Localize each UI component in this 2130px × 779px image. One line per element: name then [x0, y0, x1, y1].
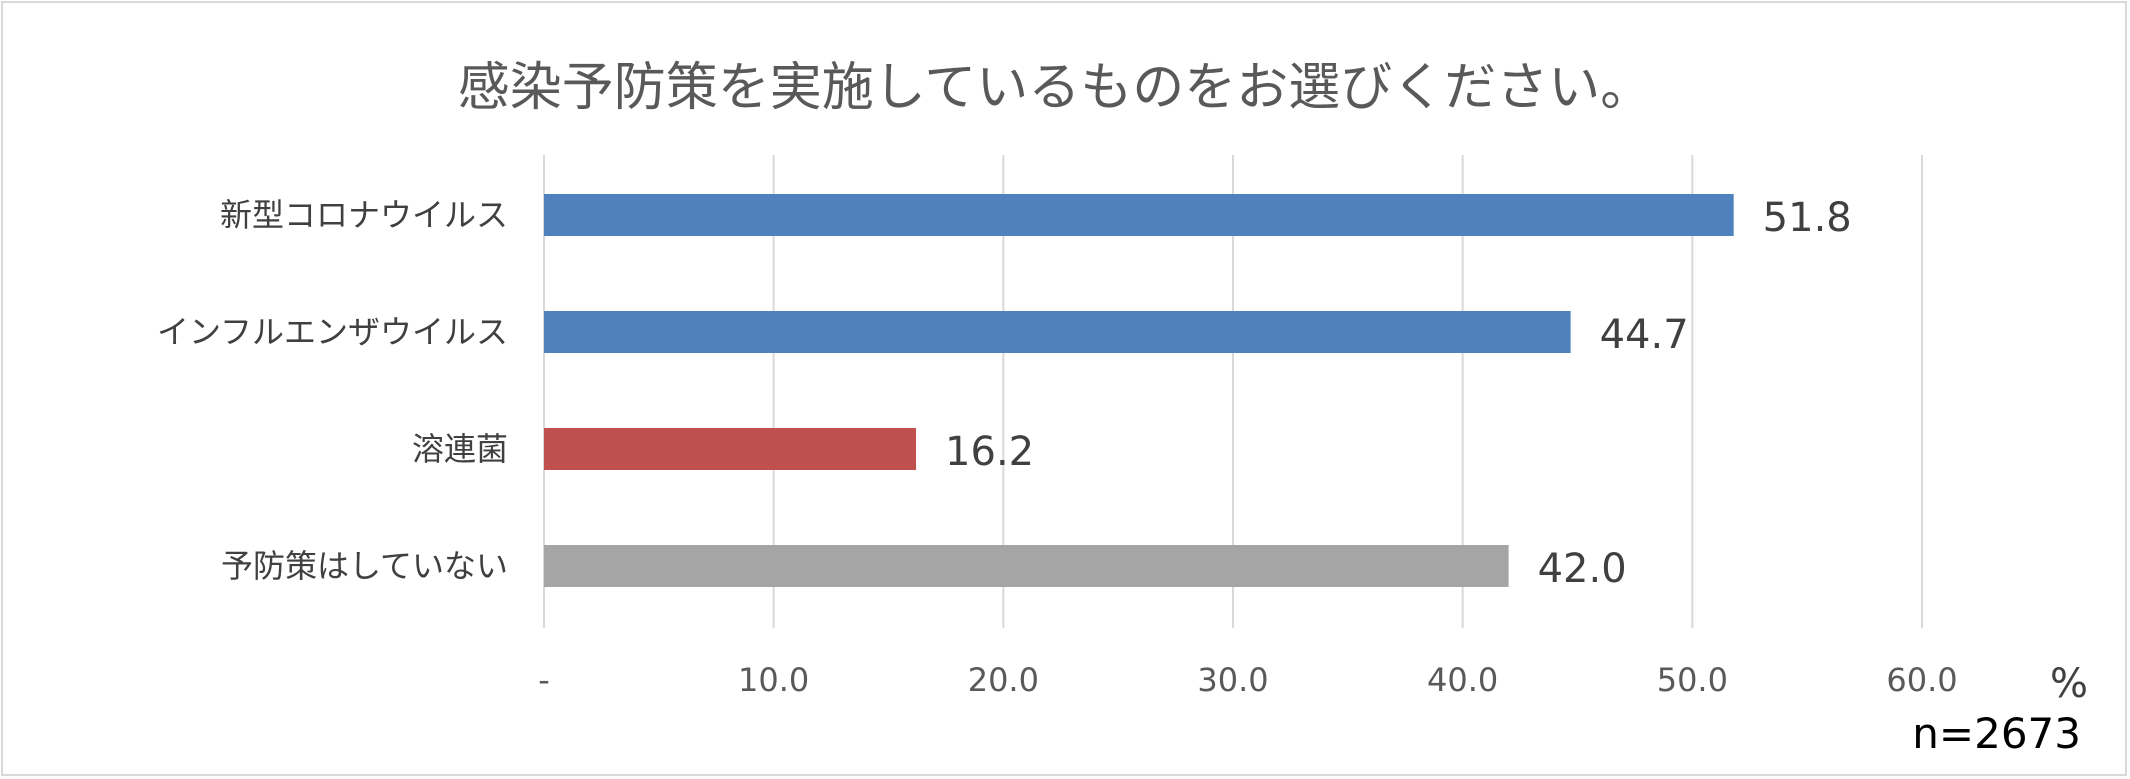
x-tick-label: 30.0 [1197, 661, 1268, 699]
bar [544, 194, 1734, 236]
bar [544, 428, 917, 470]
x-tick-label: 20.0 [968, 661, 1039, 699]
bars [544, 194, 1734, 587]
x-tick-label: 40.0 [1427, 661, 1498, 699]
category-label: 新型コロナウイルス [220, 196, 508, 234]
category-label: インフルエンザウイルス [157, 313, 508, 351]
category-label: 溶連菌 [412, 430, 508, 468]
x-axis-ticks: - 10.0 20.0 30.0 40.0 50.0 60.0 [538, 661, 1957, 699]
data-label: 42.0 [1538, 546, 1627, 592]
x-tick-label: - [538, 661, 550, 699]
x-tick-label: 50.0 [1657, 661, 1728, 699]
sample-size-note: n=2673 [1912, 709, 2081, 758]
category-label: 予防策はしていない [221, 547, 508, 585]
data-labels: 51.8 44.7 16.2 42.0 [945, 195, 1852, 592]
data-label: 44.7 [1600, 312, 1689, 358]
x-tick-label: 60.0 [1886, 661, 1957, 699]
bar-chart: 感染予防策を実施しているものをお選びください。 - 10.0 20.0 30.0 40.… [157, 58, 2088, 758]
data-label: 51.8 [1763, 195, 1852, 241]
unit-label: % [2050, 661, 2088, 707]
data-label: 16.2 [945, 429, 1034, 475]
chart-title: 感染予防策を実施しているものをお選びください。 [458, 58, 1652, 118]
x-tick-label: 10.0 [738, 661, 809, 699]
bar [544, 311, 1571, 353]
bar [544, 545, 1509, 587]
